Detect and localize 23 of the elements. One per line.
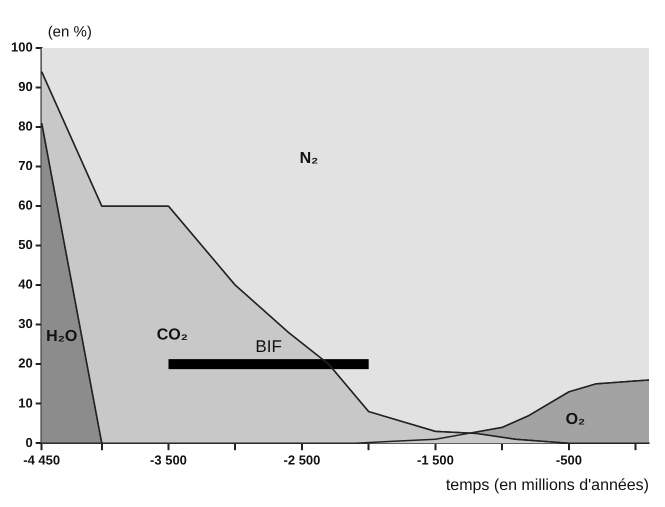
- y-tick-label: 60: [18, 198, 33, 213]
- x-tick-label: -1 500: [417, 452, 454, 468]
- series-label: BIF: [255, 336, 282, 356]
- y-tick-label: 20: [18, 356, 33, 371]
- y-tick-label: 80: [18, 118, 33, 134]
- y-tick-label: 30: [18, 316, 33, 332]
- series-label: H₂O: [46, 328, 78, 345]
- band-label: N₂: [300, 150, 318, 168]
- series-label: CO₂: [156, 326, 188, 344]
- y-axis-title: (en %): [48, 24, 92, 41]
- y-tick-label: 50: [18, 237, 33, 252]
- x-tick-label: -500: [556, 452, 582, 468]
- x-axis-title: temps (en millions d'années): [446, 476, 649, 494]
- y-tick-label: 10: [18, 395, 33, 410]
- y-tick-label: 40: [18, 276, 33, 292]
- y-tick-label: 0: [25, 434, 33, 450]
- y-tick-label: 100: [10, 40, 33, 55]
- y-tick-label: 70: [18, 158, 33, 174]
- y-tick-label: 90: [18, 79, 33, 94]
- x-tick-label: -4 450: [23, 452, 60, 468]
- series-label: O₂: [566, 410, 586, 428]
- x-tick-label: -2 500: [284, 452, 320, 468]
- x-tick-label: -3 500: [150, 452, 187, 468]
